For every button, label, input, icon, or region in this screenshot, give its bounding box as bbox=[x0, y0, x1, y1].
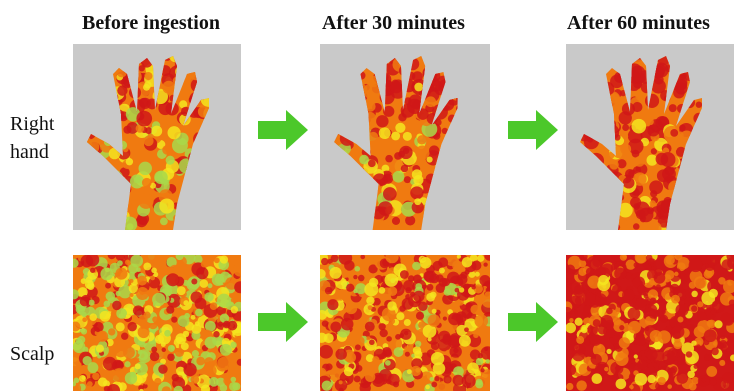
thermal-image-scalp-60min bbox=[566, 255, 734, 391]
column-title-before: Before ingestion bbox=[82, 12, 220, 34]
scalp-thermal-svg bbox=[73, 255, 241, 391]
thermal-image-hand-30min bbox=[320, 44, 490, 230]
column-title-30min: After 30 minutes bbox=[322, 12, 465, 34]
hand-thermal-svg bbox=[73, 44, 241, 230]
row-label-scalp: Scalp bbox=[10, 343, 55, 365]
row-label-line2: hand bbox=[10, 141, 49, 163]
thermal-image-hand-60min bbox=[566, 44, 734, 230]
scalp-thermal-svg bbox=[566, 255, 734, 391]
row-label-right-hand: Right hand bbox=[10, 110, 54, 166]
hand-thermal-svg bbox=[320, 44, 490, 230]
arrow-right-icon bbox=[508, 302, 558, 342]
hand-thermal-svg bbox=[566, 44, 734, 230]
scalp-thermal-svg bbox=[320, 255, 490, 391]
thermal-image-scalp-before bbox=[73, 255, 241, 391]
thermal-image-scalp-30min bbox=[320, 255, 490, 391]
arrow-right-icon bbox=[258, 302, 308, 342]
arrow-right-icon bbox=[258, 110, 308, 150]
arrow-right-icon bbox=[508, 110, 558, 150]
row-label-line1: Right bbox=[10, 113, 55, 135]
column-title-60min: After 60 minutes bbox=[567, 12, 710, 34]
thermal-image-hand-before bbox=[73, 44, 241, 230]
